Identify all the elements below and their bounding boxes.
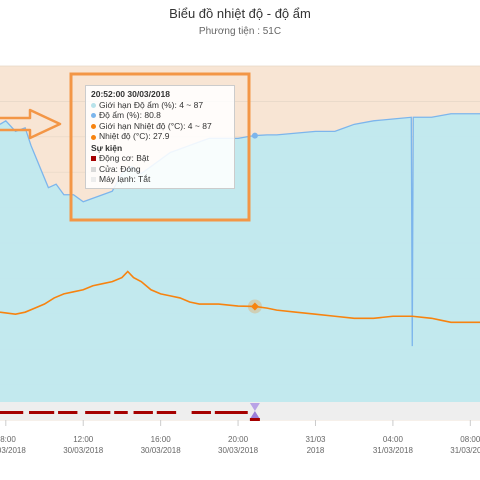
engine-on-segment [58, 411, 78, 414]
x-tick-time: 31/03 [305, 435, 326, 444]
x-tick-label: 20:00 30/03/2018 [208, 434, 268, 456]
engine-on-segment [133, 411, 153, 414]
tooltip-series-rows: Giới hạn Độ ẩm (%): 4 ~ 87 Độ ẩm (%): 80.… [91, 100, 229, 142]
temperature-series-path[interactable] [0, 270, 480, 324]
x-tick-time: 08:00 [0, 435, 16, 444]
tooltip-event-row: Máy lạnh: Tắt [91, 174, 229, 185]
x-tick-date: 30/03/2018 [0, 446, 26, 455]
tooltip-time: 20:52:00 30/03/2018 [91, 89, 170, 99]
tooltip-event-label: Động cơ: Bật [99, 152, 149, 163]
arrow-icon [0, 108, 62, 140]
tooltip-row-label: Giới hạn Độ ẩm (%): 4 ~ 87 [99, 99, 204, 110]
event-square-icon [91, 156, 96, 162]
x-tick-date: 30/03/2018 [63, 446, 104, 455]
engine-on-segment [85, 411, 111, 414]
x-axis-ticks [5, 420, 471, 426]
x-tick-label: 08:00 30/03/2018 [0, 434, 36, 456]
x-tick-time: 20:00 [228, 435, 249, 444]
x-tick-date: 31/03/2018 [372, 446, 413, 455]
temperature-line[interactable] [0, 270, 480, 324]
series-dot-icon [91, 102, 96, 108]
humidity-area-path [0, 113, 480, 420]
engine-on-segment [156, 411, 177, 414]
x-tick-date: 30/03/2018 [140, 446, 181, 455]
chart-subtitle: Phương tiện : 51C [198, 26, 282, 37]
x-tick-date: 30/03/2018 [218, 446, 259, 455]
event-band [0, 402, 480, 420]
tooltip-row: Giới hạn Độ ẩm (%): 4 ~ 87 [91, 100, 229, 111]
tooltip-event-row: Động cơ: Bật [91, 153, 229, 164]
hover-markers [247, 132, 262, 421]
tooltip-row: Giới hạn Nhiệt độ (°C): 4 ~ 87 [91, 121, 229, 132]
tooltip-event-row: Cửa: Đóng [91, 164, 229, 175]
tooltip-row: Độ ẩm (%): 80.8 [91, 110, 229, 121]
engine-on-segment [214, 411, 248, 414]
chart-tooltip: 20:52:00 30/03/2018 Giới hạn Độ ẩm (%): … [85, 85, 235, 189]
annotation-overlay [0, 72, 251, 222]
temperature-hover-marker [250, 302, 259, 311]
event-hover-marker-bottom [249, 411, 260, 419]
series-dot-icon [91, 134, 96, 140]
series-dot-icon [91, 113, 96, 119]
tooltip-row: Nhiệt độ (°C): 27.9 [91, 131, 229, 142]
tooltip-row-label: Độ ẩm (%): 80.8 [99, 110, 161, 121]
highlight-box [69, 72, 251, 222]
series-dot-icon [91, 124, 96, 130]
x-tick-label: 08:00 31/03/2018 [440, 434, 480, 456]
tooltip-event-rows: Động cơ: Bật Cửa: Đóng Máy lạnh: Tắt [91, 153, 229, 185]
x-tick-date: 2018 [306, 446, 325, 455]
humidity-hover-marker [251, 132, 258, 139]
x-tick-time: 08:00 [460, 435, 480, 444]
tooltip-row-label: Giới hạn Nhiệt độ (°C): 4 ~ 87 [99, 120, 212, 131]
x-tick-time: 16:00 [150, 435, 171, 444]
chart-title: Biểu đồ nhiệt độ - độ ẩm [169, 6, 311, 21]
x-tick-time: 04:00 [382, 435, 403, 444]
x-tick-time: 12:00 [73, 435, 94, 444]
tooltip-events-title: Sự kiện [91, 142, 123, 153]
event-hover-marker-base [249, 418, 260, 421]
x-tick-label: 12:00 30/03/2018 [53, 434, 113, 456]
event-square-icon [91, 177, 96, 183]
tooltip-event-label: Cửa: Đóng [99, 163, 141, 174]
tooltip-row-label: Nhiệt độ (°C): 27.9 [99, 131, 170, 142]
event-hover-marker-top [249, 403, 260, 411]
engine-on-segment [114, 411, 128, 414]
engine-on-segment [0, 411, 24, 414]
x-tick-label: 16:00 30/03/2018 [131, 434, 191, 456]
x-tick-date: 31/03/2018 [450, 446, 480, 455]
humidity-area [0, 113, 480, 420]
engine-on-segment [191, 411, 211, 414]
x-tick-label: 04:00 31/03/2018 [363, 434, 423, 456]
x-tick-label: 31/03 2018 [285, 434, 345, 456]
engine-on-segment [29, 411, 55, 414]
tooltip-event-label: Máy lạnh: Tắt [99, 174, 151, 185]
event-square-icon [91, 166, 96, 172]
